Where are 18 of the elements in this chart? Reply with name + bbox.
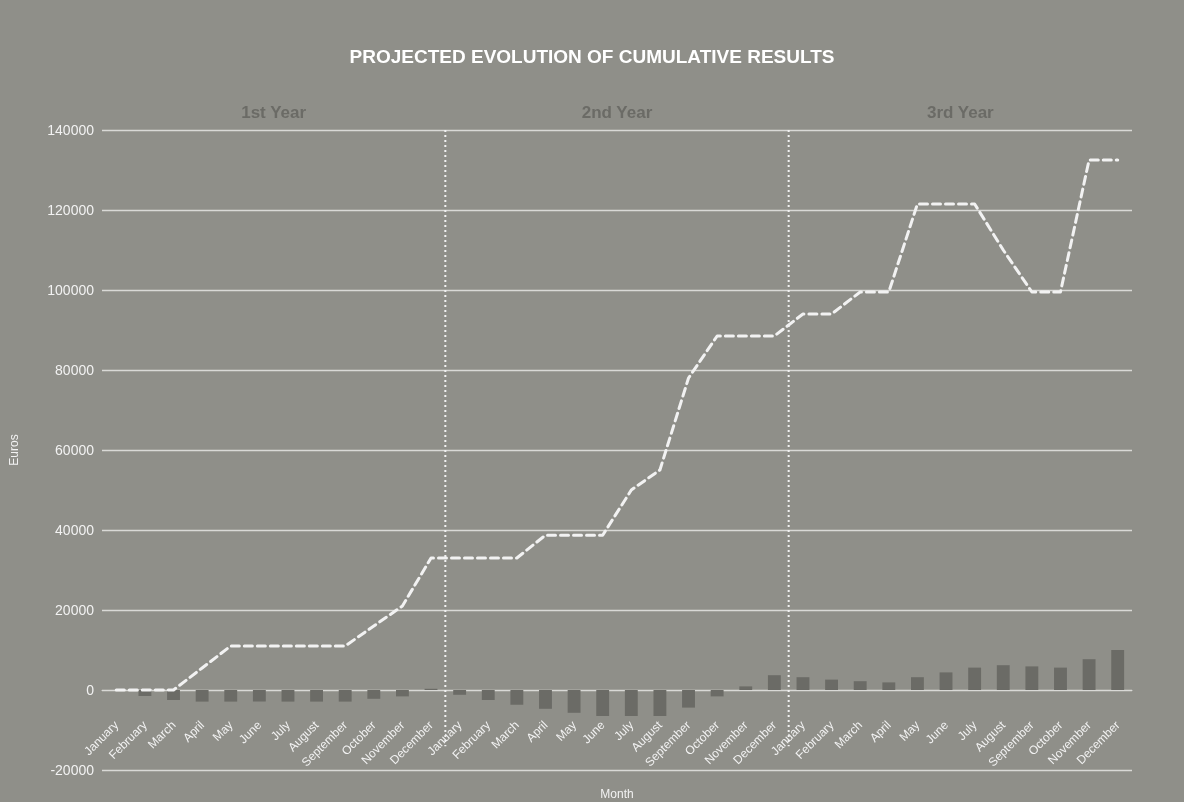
x-axis-title: Month [600,787,634,801]
y-tick-label: -20000 [50,762,95,778]
y-tick-label: 120000 [47,202,95,218]
y-tick-label: 0 [86,682,95,698]
x-tick-label: May [896,718,923,744]
x-tick-label: July [954,718,980,743]
y-axis-title: Euros [7,434,21,466]
x-tick-label: July [611,718,637,743]
y-tick-label: 100000 [47,282,95,298]
y-tick-label: 80000 [55,362,95,378]
x-tick-label: May [553,718,580,744]
y-tick-label: 20000 [55,602,95,618]
x-tick-label: May [209,718,236,744]
y-tick-label: 140000 [47,122,95,138]
chart-title: PROJECTED EVOLUTION OF CUMULATIVE RESULTS [349,46,835,67]
x-tick-label: July [267,718,293,743]
y-tick-label: 40000 [55,522,95,538]
y-tick-label: 60000 [55,442,95,458]
